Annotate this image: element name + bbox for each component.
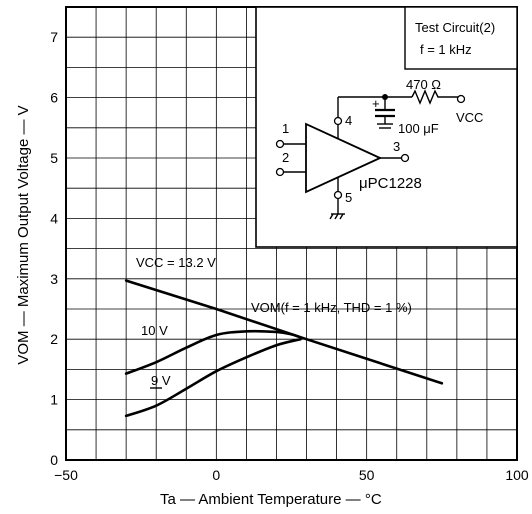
- x-tick-label: 50: [359, 467, 375, 483]
- series-line-2: [124, 329, 302, 375]
- vcc-terminal: [456, 94, 466, 104]
- ground-hatch-1: [329, 213, 334, 220]
- vcc-13v-label: VCC = 13.2 V: [136, 255, 216, 270]
- x-tick-label: 0: [212, 467, 220, 483]
- inset-title-box: [404, 6, 518, 70]
- ground-hatch-3: [339, 213, 344, 220]
- y-tick-label: 6: [50, 90, 58, 106]
- y-tick-label: 3: [50, 271, 58, 287]
- pin3-label: 3: [393, 139, 400, 154]
- pin1-terminal: [275, 139, 285, 149]
- ten-volt-label: 10 V: [141, 323, 168, 338]
- series-curves: [124, 279, 444, 418]
- amplifier-symbol: [305, 122, 383, 194]
- resistor-symbol: [411, 89, 458, 105]
- pin1-label: 1: [282, 121, 289, 136]
- inset-title: Test Circuit(2): [415, 20, 495, 35]
- x-tick-labels: −50 0 50 100: [54, 467, 529, 483]
- vom-condition-label: VOM(f = 1 kHz, THD = 1 %): [251, 300, 412, 315]
- test-circuit-inset: Test Circuit(2) f = 1 kHz 1 2 3 4 + 100 …: [255, 6, 518, 248]
- capacitor-polarity: +: [372, 96, 380, 111]
- vcc-supply-label: VCC: [456, 110, 483, 125]
- y-tick-label: 2: [50, 331, 58, 347]
- pin4-terminal: [333, 116, 343, 126]
- pin2-terminal: [275, 167, 285, 177]
- y-tick-label: 4: [50, 210, 58, 226]
- nine-volt-label: 9 V: [151, 373, 171, 388]
- inset-frequency: f = 1 kHz: [420, 42, 472, 57]
- series-line-1: [124, 279, 444, 385]
- series-line-3: [124, 337, 302, 418]
- capacitor-label: 100 μF: [398, 121, 439, 136]
- y-tick-label: 1: [50, 392, 58, 408]
- x-tick-label: −50: [54, 467, 78, 483]
- x-axis-label: Ta — Ambient Temperature — °C: [160, 491, 382, 508]
- y-axis-label: VOM — Maximum Output Voltage — V: [15, 105, 32, 364]
- y-tick-label: 5: [50, 150, 58, 166]
- pin4-label: 4: [345, 113, 352, 128]
- ground-hatch-2: [334, 213, 339, 220]
- x-tick-label: 100: [505, 467, 529, 483]
- pin5-label: 5: [345, 190, 352, 205]
- y-tick-label: 7: [50, 29, 58, 45]
- part-number: μPC1228: [359, 175, 422, 192]
- pin5-terminal: [333, 190, 343, 200]
- pin2-label: 2: [282, 150, 289, 165]
- pin3-terminal: [400, 153, 410, 163]
- resistor-label: 470 Ω: [406, 77, 441, 92]
- y-tick-labels: 0 1 2 3 4 5 6 7: [50, 29, 58, 468]
- y-tick-label: 0: [50, 452, 58, 468]
